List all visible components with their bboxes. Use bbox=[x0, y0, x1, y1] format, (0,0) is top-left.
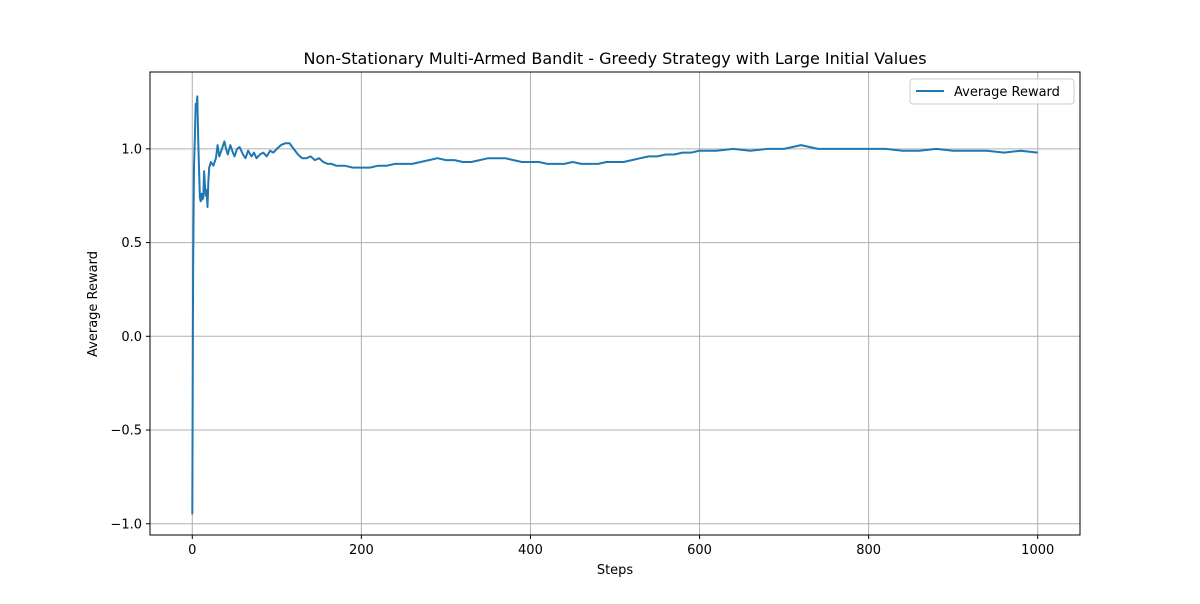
x-tick-label: 1000 bbox=[1021, 543, 1054, 558]
y-tick-label: −1.0 bbox=[110, 517, 142, 532]
plot-frame bbox=[149, 71, 1081, 536]
legend-box bbox=[909, 78, 1075, 105]
grid bbox=[150, 72, 1080, 535]
x-tick-label: 600 bbox=[687, 543, 712, 558]
x-tick-label: 0 bbox=[188, 543, 196, 558]
x-tick-label: 200 bbox=[349, 543, 374, 558]
x-axis-label: Steps bbox=[597, 563, 634, 578]
series-layer bbox=[191, 95, 1038, 515]
y-tick-label: −0.5 bbox=[110, 424, 142, 439]
legend-label: Average Reward bbox=[954, 85, 1060, 100]
series-line-average-reward bbox=[191, 95, 1038, 515]
x-tick-label: 800 bbox=[856, 543, 881, 558]
y-tick-label: 0.5 bbox=[121, 236, 142, 251]
y-tick-label: 0.0 bbox=[121, 330, 142, 345]
y-axis: −1.0 −0.5 0.0 0.5 1.0 bbox=[110, 142, 150, 532]
x-tick-label: 400 bbox=[518, 543, 543, 558]
y-tick-label: 1.0 bbox=[121, 142, 142, 157]
chart-title: Non-Stationary Multi-Armed Bandit - Gree… bbox=[303, 49, 926, 68]
y-axis-label: Average Reward bbox=[86, 251, 101, 357]
legend: Average Reward bbox=[909, 78, 1075, 105]
x-axis: 0 200 400 600 800 1000 bbox=[188, 535, 1054, 558]
